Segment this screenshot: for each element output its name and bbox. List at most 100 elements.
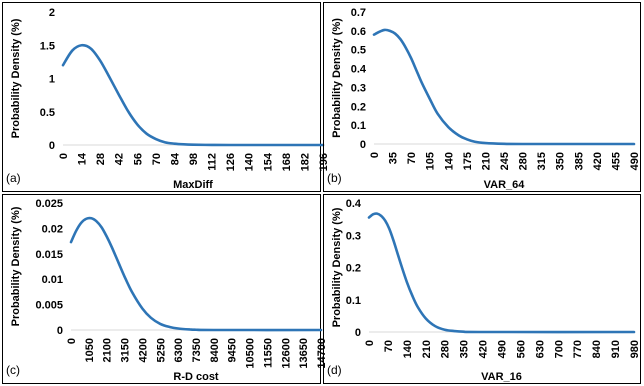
x-tick-label: 0 <box>66 338 78 344</box>
x-tick-label: 11550 <box>262 338 274 368</box>
x-tick-label: 455 <box>610 152 622 170</box>
x-tick-label: 168 <box>281 153 293 171</box>
panel-label: (b) <box>327 171 342 185</box>
y-tick-label: 0 <box>57 325 63 337</box>
x-axis-title: R-D cost <box>173 371 219 383</box>
y-tick-label: 0.4 <box>351 64 367 76</box>
x-tick-label: 910 <box>610 340 622 358</box>
y-tick-label: 0.3 <box>351 82 366 94</box>
x-tick-label: 10500 <box>245 338 257 369</box>
x-tick-label: 9450 <box>227 338 239 362</box>
panel-label: (c) <box>6 363 20 377</box>
x-tick-label: 7350 <box>191 338 203 362</box>
y-tick-label: 0.005 <box>35 300 63 312</box>
x-tick-label: 0 <box>58 153 70 159</box>
x-tick-label: 84 <box>169 152 181 165</box>
series-line <box>69 216 323 332</box>
x-tick-label: 3150 <box>120 338 132 362</box>
x-tick-label: 105 <box>425 152 437 170</box>
x-tick-label: 350 <box>459 340 471 358</box>
panel-c: 0 0.005 0.01 0.015 0.02 0.025 0 1050 2100 3150 420… <box>2 194 328 384</box>
x-tick-label: 140 <box>443 152 455 170</box>
x-tick-label: 175 <box>462 152 474 170</box>
x-tick-label: 420 <box>592 152 604 170</box>
y-tick-label: 0 <box>49 140 55 152</box>
panel-a: 0 0.5 1 1.5 2 0 14 28 42 56 70 84 98 112 126 140 154 168 1… <box>2 2 330 192</box>
panel-label: (a) <box>6 171 21 185</box>
panel-label: (d) <box>327 363 342 377</box>
x-tick-label: 98 <box>188 153 200 165</box>
x-tick-label: 210 <box>421 340 433 358</box>
x-tick-label: 140 <box>244 153 256 171</box>
y-tick-label: 0.5 <box>351 45 366 57</box>
y-tick-label: 0.015 <box>35 249 63 261</box>
x-tick-label: 42 <box>114 153 126 165</box>
x-tick-label: 1050 <box>84 338 96 362</box>
x-tick-label: 126 <box>225 153 237 171</box>
x-tick-label: 0 <box>364 340 376 346</box>
x-tick-label: 245 <box>499 152 511 170</box>
x-tick-label: 420 <box>478 340 490 358</box>
x-axis-title: MaxDiff <box>173 179 213 191</box>
y-tick-label: 0.02 <box>42 223 63 235</box>
panel-border <box>323 194 641 384</box>
y-tick-label: 0 <box>360 139 366 151</box>
x-tick-label: 630 <box>534 340 546 358</box>
x-tick-label: 700 <box>553 340 565 358</box>
x-tick-label: 280 <box>440 340 452 358</box>
x-tick-label: 35 <box>388 152 400 164</box>
x-axis-title: VAR_16 <box>481 371 522 383</box>
x-tick-label: 770 <box>572 340 584 358</box>
x-tick-label: 28 <box>95 153 107 165</box>
y-tick-label: 0.01 <box>42 274 63 286</box>
x-tick-label: 280 <box>518 152 530 170</box>
x-tick-label: 70 <box>406 152 418 164</box>
x-tick-label: 4200 <box>137 338 149 362</box>
y-tick-label: 0.1 <box>346 295 361 307</box>
panel-b: 0 0.1 0.2 0.3 0.4 0.5 0.6 0.7 0 35 70 105 140 175 210 2… <box>323 2 641 192</box>
x-tick-label: 8400 <box>209 338 221 362</box>
x-tick-label: 112 <box>207 153 219 171</box>
y-axis-title: Probability Density (%) <box>10 206 22 326</box>
series-line <box>61 43 325 147</box>
y-tick-label: 0.4 <box>346 198 362 210</box>
panel-border <box>2 2 321 192</box>
y-tick-label: 0.5 <box>40 107 55 119</box>
x-tick-label: 385 <box>573 152 585 170</box>
x-tick-label: 56 <box>132 153 144 165</box>
x-tick-label: 490 <box>629 152 641 170</box>
panel-border <box>323 2 641 192</box>
y-axis-title: Probability Density (%) <box>10 18 22 138</box>
x-tick-label: 5250 <box>155 338 167 362</box>
x-tick-label: 840 <box>591 340 603 358</box>
y-tick-label: 0.2 <box>346 263 361 275</box>
y-tick-label: 0 <box>355 327 361 339</box>
x-tick-label: 0 <box>369 152 381 158</box>
x-tick-label: 315 <box>536 152 548 170</box>
x-tick-label: 70 <box>383 340 395 352</box>
y-tick-label: 1.5 <box>40 40 55 52</box>
x-tick-label: 12600 <box>280 338 292 369</box>
series-line <box>372 28 636 146</box>
x-tick-label: 182 <box>299 153 311 171</box>
series-line <box>367 212 636 334</box>
y-tick-label: 0.1 <box>351 120 366 132</box>
x-tick-label: 210 <box>480 152 492 170</box>
x-tick-label: 6300 <box>173 338 185 362</box>
y-tick-label: 0.2 <box>351 101 366 113</box>
x-tick-label: 2100 <box>102 338 114 362</box>
x-tick-label: 140 <box>402 340 414 358</box>
x-axis-title: VAR_64 <box>484 179 526 191</box>
panel-border <box>2 194 321 384</box>
x-tick-label: 70 <box>151 153 163 165</box>
y-tick-label: 1 <box>49 74 55 86</box>
y-tick-label: 2 <box>49 7 55 19</box>
y-axis-title: Probability Density (%) <box>331 207 343 327</box>
x-tick-label: 490 <box>497 340 509 358</box>
x-tick-label: 560 <box>515 340 527 358</box>
y-tick-label: 0.025 <box>35 198 63 210</box>
y-axis-title: Probability Density (%) <box>331 18 343 138</box>
x-tick-label: 14 <box>77 152 89 165</box>
y-tick-label: 0.7 <box>351 7 366 19</box>
